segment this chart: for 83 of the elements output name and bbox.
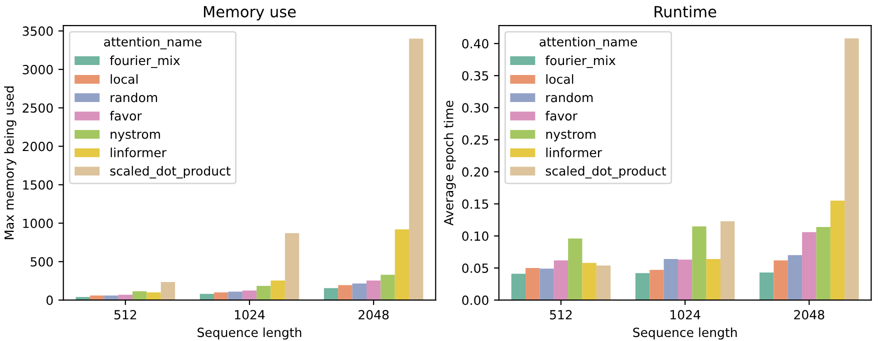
legend-label: nystrom <box>546 130 596 142</box>
bar <box>324 288 338 300</box>
x-axis-title: Sequence length <box>633 327 737 340</box>
bar <box>844 38 859 300</box>
bar <box>228 292 242 300</box>
y-tick-label: 0.10 <box>462 231 488 241</box>
bar <box>788 255 802 300</box>
y-tick-label: 1500 <box>23 180 53 190</box>
bar <box>214 292 228 300</box>
y-tick-label: 3500 <box>22 26 53 36</box>
legend-label: favor <box>545 110 578 121</box>
bar <box>692 226 706 300</box>
y-tick-label: 0.20 <box>462 167 488 177</box>
bar <box>409 38 424 300</box>
bar <box>352 284 366 300</box>
legend-label: random <box>546 92 593 102</box>
bar <box>706 259 721 300</box>
bar <box>650 270 664 300</box>
legend-label: scaled_dot_product <box>110 166 231 178</box>
bar <box>242 290 257 300</box>
legend-title: attention_name <box>540 36 637 50</box>
y-tick-label: 0.05 <box>462 263 488 273</box>
y-axis-title: Average epoch time <box>444 100 456 226</box>
y-axis-title: Max memory being used <box>4 86 16 240</box>
x-tick-label: 2048 <box>358 310 389 320</box>
bar <box>118 294 132 300</box>
bar <box>830 200 845 300</box>
bar <box>338 285 352 300</box>
bar <box>270 280 285 300</box>
bar <box>816 226 830 300</box>
y-tick-label: 0.30 <box>462 103 488 113</box>
y-tick-label: 0 <box>46 296 53 306</box>
bar <box>635 273 650 300</box>
bar <box>284 233 300 300</box>
bar <box>394 229 410 300</box>
y-tick-label: 0.25 <box>462 135 488 145</box>
bar <box>146 292 161 300</box>
legend-label: local <box>546 74 574 84</box>
y-tick-label: 3000 <box>22 64 53 74</box>
bar <box>802 232 816 300</box>
y-tick-label: 0.40 <box>462 39 488 48</box>
legend-label: local <box>110 74 138 84</box>
legend-label: random <box>110 92 158 102</box>
y-tick-label: 2000 <box>22 142 53 152</box>
y-tick-label: 0.00 <box>462 296 488 306</box>
bar <box>366 280 381 300</box>
bar <box>664 259 678 300</box>
bar <box>132 291 147 300</box>
legend-label: linformer <box>110 148 166 158</box>
bar <box>760 272 774 300</box>
bar <box>526 268 540 300</box>
x-axis-title: Sequence length <box>198 327 302 340</box>
x-tick-label: 2048 <box>794 310 824 320</box>
legend-label: fourier_mix <box>545 56 616 68</box>
legend-label: scaled_dot_product <box>546 166 666 178</box>
bar <box>568 238 582 300</box>
y-tick-label: 0.35 <box>462 71 488 81</box>
chart-title: Runtime <box>654 6 716 18</box>
bar <box>540 268 554 300</box>
bar <box>511 274 526 300</box>
legend-label: nystrom <box>110 130 160 142</box>
legend-title: attention_name <box>104 36 202 50</box>
bar <box>554 260 568 300</box>
bar <box>380 274 395 300</box>
bar <box>596 265 611 300</box>
x-tick-label: 1024 <box>670 310 700 320</box>
x-tick-label: 512 <box>114 310 136 320</box>
chart-title: Memory use <box>204 6 296 20</box>
bar <box>256 286 271 300</box>
y-tick-label: 2500 <box>22 103 53 113</box>
y-tick-label: 0.15 <box>462 199 488 209</box>
legend-label: favor <box>110 110 142 121</box>
bar <box>720 221 735 300</box>
bar <box>582 262 596 300</box>
x-tick-label: 1024 <box>234 310 265 320</box>
y-tick-label: 1000 <box>23 218 53 228</box>
legend-label: fourier_mix <box>110 56 180 68</box>
x-tick-label: 512 <box>550 310 572 320</box>
bar <box>678 260 692 300</box>
legend-label: linformer <box>546 148 602 158</box>
y-tick-label: 500 <box>30 257 53 267</box>
bar <box>160 282 176 300</box>
bar <box>774 260 788 300</box>
